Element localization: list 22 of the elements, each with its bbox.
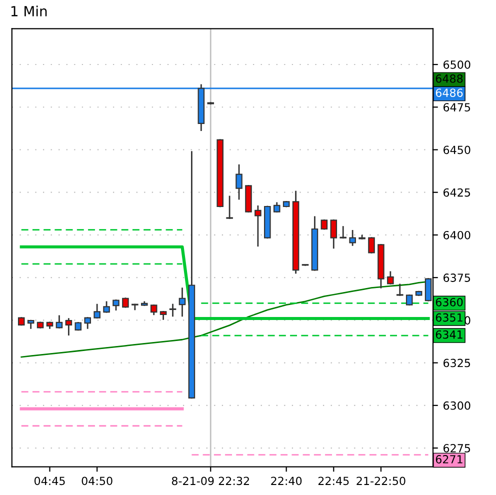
x-tick-label: 22:45	[318, 476, 349, 486]
data-label: 6341	[436, 330, 462, 339]
x-tick-label: 21-22:50	[356, 476, 406, 486]
x-tick-label: 04:50	[82, 476, 112, 486]
data-label: 6351	[436, 313, 462, 322]
y-tick-label: 6325	[444, 358, 470, 368]
y-tick-label: 6400	[444, 230, 470, 240]
chart-title: 1 Min	[11, 6, 47, 16]
y-tick-label: 6275	[444, 444, 470, 452]
ref-line-label: 6486	[436, 88, 463, 97]
x-tick-label: 04:45	[34, 476, 65, 486]
y-tick-label: 6450	[444, 146, 470, 154]
data-label: 6271	[436, 455, 462, 464]
y-tick-label: 6300	[444, 401, 470, 410]
data-label: 6360	[436, 298, 463, 306]
x-tick-label: 8-21-09 22:32	[172, 476, 249, 486]
x-tick-label: 22:40	[271, 476, 302, 486]
text: 6488	[436, 74, 463, 83]
y-tick-label: 6425	[444, 188, 470, 197]
y-tick-label: 6375	[444, 274, 470, 282]
y-tick-label: 6475	[444, 103, 470, 112]
y-tick-label: 6500	[444, 60, 470, 69]
